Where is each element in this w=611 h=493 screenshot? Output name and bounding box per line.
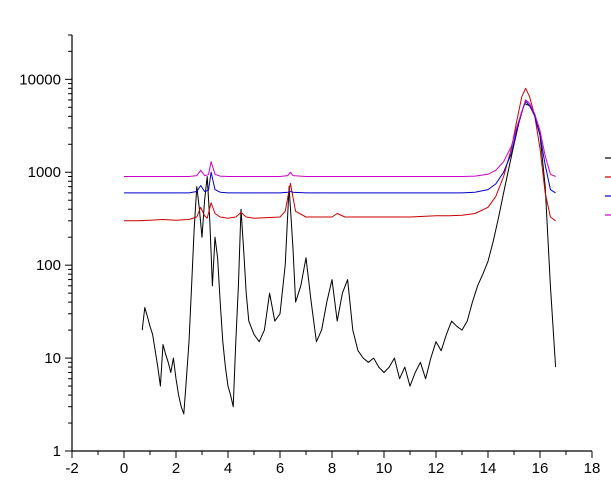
x-tick-label: 4 <box>224 460 232 477</box>
y-tick-label: 1000 <box>28 164 61 181</box>
x-tick-label: 18 <box>584 460 601 477</box>
x-tick-label: 2 <box>172 460 180 477</box>
series-line-4 <box>124 99 556 177</box>
y-tick-label: 10000 <box>19 71 61 88</box>
x-tick-label: 6 <box>276 460 284 477</box>
labels-layer: -2 0 2 4 6 8 10 12 14 16 18 1 10 100 1000 10000 <box>19 71 600 477</box>
y-tick-label: 1 <box>53 443 61 460</box>
series-line-1 <box>141 103 557 415</box>
series-line-2 <box>124 87 556 222</box>
x-tick-label: 8 <box>328 460 336 477</box>
y-tick-label: 10 <box>44 350 61 367</box>
x-tick-label: 14 <box>480 460 497 477</box>
series-line-3 <box>124 100 556 194</box>
y-tick-label: 100 <box>36 257 61 274</box>
x-tick-label: -2 <box>65 460 78 477</box>
legend <box>605 157 611 216</box>
x-tick-label: 12 <box>428 460 445 477</box>
axes-layer <box>71 35 592 452</box>
series-layer <box>124 87 557 415</box>
x-tick-label: 16 <box>532 460 549 477</box>
ticks-layer <box>65 34 593 458</box>
x-tick-label: 0 <box>120 460 128 477</box>
x-tick-label: 10 <box>376 460 393 477</box>
